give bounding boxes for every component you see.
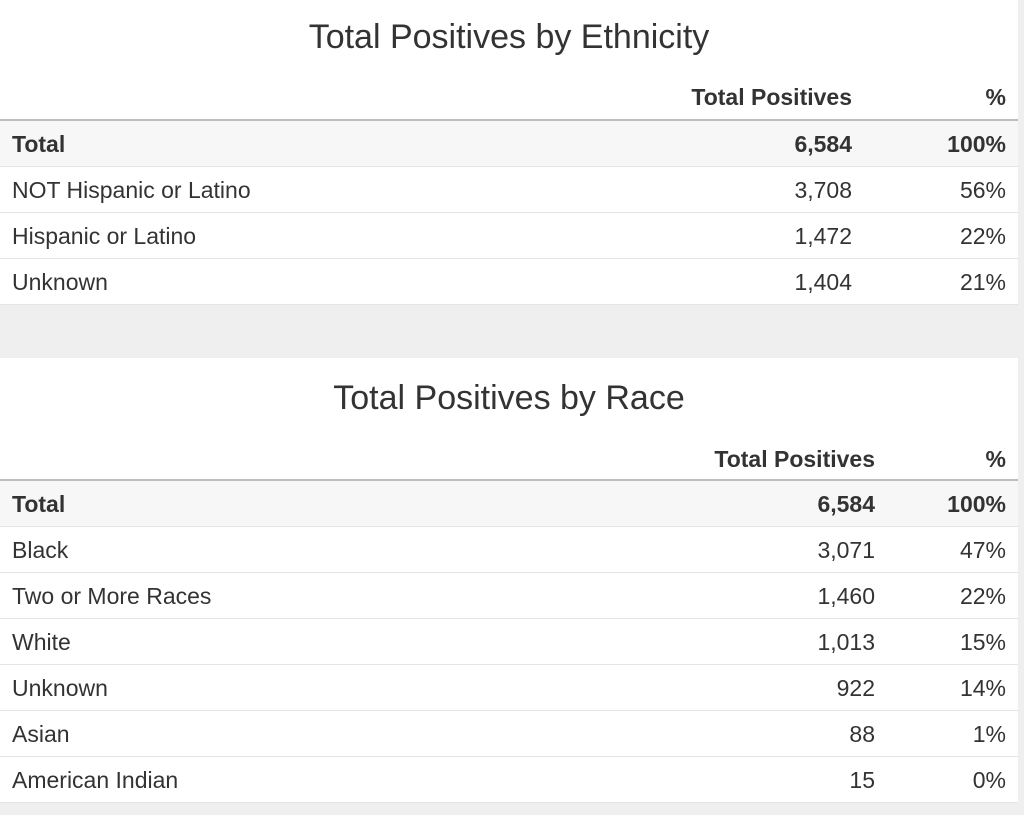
total-positives: 922 [836,675,875,701]
table-row: Total 6,584 100% [0,121,1018,167]
percent: 100% [947,491,1006,517]
column-header: % [985,446,1006,472]
column-header: % [985,84,1006,110]
ethnicity-panel: Total Positives by Ethnicity Total Posit… [0,0,1018,305]
total-positives: 1,460 [817,583,875,609]
row-label: Total [12,491,66,517]
header-border [0,479,1018,481]
percent: 14% [959,675,1006,701]
row-label: White [12,629,71,655]
total-positives: 6,584 [817,491,875,517]
table-row: NOT Hispanic or Latino 3,708 56% [0,167,1018,213]
table-row: American Indian 15 0% [0,757,1018,803]
table-row: Black 3,071 47% [0,527,1018,573]
total-positives: 15 [849,767,875,793]
row-label: Unknown [12,269,108,295]
row-label: Asian [12,721,70,747]
table-row: White 1,013 15% [0,619,1018,665]
table-row: Hispanic or Latino 1,472 22% [0,213,1018,259]
table-row: Asian 88 1% [0,711,1018,757]
column-header: Total Positives [714,446,875,472]
table-title: Total Positives by Ethnicity [308,18,710,56]
total-positives: 1,013 [817,629,875,655]
total-positives: 3,708 [794,177,852,203]
table-row: Unknown 1,404 21% [0,259,1018,305]
row-label: Hispanic or Latino [12,223,197,249]
percent: 0% [972,767,1006,793]
percent: 15% [959,629,1006,655]
total-positives: 6,584 [794,131,852,157]
total-positives: 88 [849,721,875,747]
row-label: Black [12,537,69,563]
table-row: Two or More Races 1,460 22% [0,573,1018,619]
row-label: Total [12,131,66,157]
percent: 22% [959,223,1006,249]
row-label: Two or More Races [12,583,212,609]
table-title: Total Positives by Race [333,379,685,417]
row-label: American Indian [12,767,179,793]
total-positives: 3,071 [817,537,875,563]
row-label: NOT Hispanic or Latino [12,177,251,203]
column-header: Total Positives [691,84,852,110]
race-panel: Total Positives by Race Total Positives%… [0,358,1018,803]
percent: 22% [959,583,1006,609]
total-positives: 1,472 [794,223,852,249]
table-row: Unknown 922 14% [0,665,1018,711]
header-border [0,119,1018,121]
percent: 1% [972,721,1006,747]
percent: 100% [947,131,1006,157]
row-label: Unknown [12,675,108,701]
total-positives: 1,404 [794,269,852,295]
percent: 56% [959,177,1006,203]
percent: 47% [959,537,1006,563]
table-row: Total 6,584 100% [0,481,1018,527]
percent: 21% [959,269,1006,295]
